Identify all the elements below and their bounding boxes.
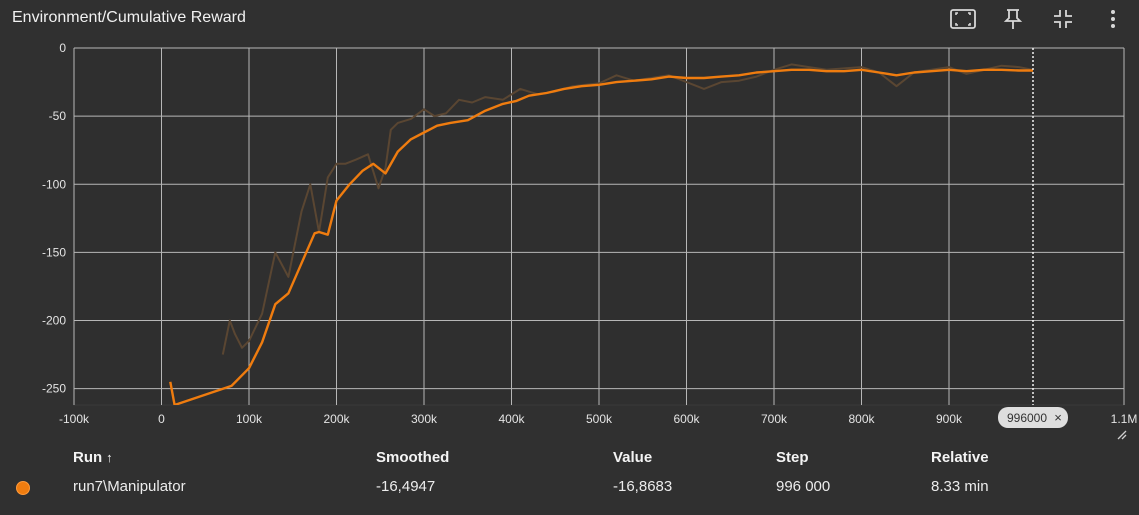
x-tick-label: 500k <box>586 412 613 426</box>
smoothed-series-line <box>169 68 1033 405</box>
chart-title: Environment/Cumulative Reward <box>12 9 246 26</box>
column-header-value[interactable]: Value <box>613 449 653 466</box>
chart-toolbar <box>945 5 1131 33</box>
x-tick-label: 600k <box>673 412 700 426</box>
y-tick-label: -100 <box>42 177 66 191</box>
line-chart[interactable]: 0 -50 -100 -150 -200 -250 -100k 0 100k 200k 300k 4… <box>0 0 1139 440</box>
x-tick-label: 0 <box>158 412 165 426</box>
x-tick-label: 1.1M <box>1111 412 1138 426</box>
cursor-close-icon[interactable]: × <box>1054 410 1062 425</box>
column-header-relative[interactable]: Relative <box>931 449 989 466</box>
more-options-button[interactable] <box>1095 5 1131 33</box>
series-lines <box>169 63 1034 405</box>
resize-handle-icon[interactable] <box>1115 428 1127 440</box>
column-header-run[interactable]: Run ↑ <box>73 449 113 466</box>
y-tick-label: -50 <box>49 109 67 123</box>
column-header-run-label: Run <box>73 449 103 466</box>
more-vert-icon <box>1111 10 1115 28</box>
column-header-step[interactable]: Step <box>776 449 809 466</box>
fit-domain-button[interactable] <box>945 5 981 33</box>
step-value: 996 000 <box>776 478 831 495</box>
x-tick-label: 300k <box>411 412 438 426</box>
x-axis-labels: -100k 0 100k 200k 300k 400k 500k 600k 700k 800k 90… <box>59 412 1137 426</box>
table-row: run7\Manipulator -16,4947 -16,8683 996 0… <box>0 476 1139 498</box>
raw-series-line <box>221 63 1034 355</box>
run-color-dot <box>16 481 30 495</box>
pin-button[interactable] <box>995 5 1031 33</box>
y-tick-label: -150 <box>42 245 66 259</box>
x-tick-label: 700k <box>761 412 788 426</box>
y-tick-label: -200 <box>42 314 66 328</box>
smoothed-value: -16,4947 <box>376 478 436 495</box>
table-header: Run ↑ Smoothed Value Step Relative <box>0 447 1139 469</box>
pin-icon <box>1003 9 1023 29</box>
x-tick-label: 400k <box>498 412 525 426</box>
y-tick-label: 0 <box>59 41 66 55</box>
grid-lines <box>73 47 1125 405</box>
raw-value: -16,8683 <box>613 478 673 495</box>
fit-domain-icon <box>950 9 976 29</box>
step-cursor[interactable]: 996000 × <box>998 48 1068 428</box>
collapse-button[interactable] <box>1045 5 1081 33</box>
x-tick-label: 800k <box>848 412 875 426</box>
y-axis-labels: 0 -50 -100 -150 -200 -250 <box>42 41 66 396</box>
sort-ascending-icon: ↑ <box>106 450 113 465</box>
x-tick-label: 100k <box>236 412 263 426</box>
cursor-chip[interactable] <box>998 407 1068 428</box>
collapse-icon <box>1054 10 1072 28</box>
y-tick-label: -250 <box>42 382 66 396</box>
x-tick-label: -100k <box>59 412 90 426</box>
column-header-smoothed[interactable]: Smoothed <box>376 449 450 466</box>
x-tick-label: 200k <box>323 412 350 426</box>
relative-time: 8.33 min <box>931 478 989 495</box>
cursor-step-label: 996000 <box>1007 411 1047 425</box>
run-name: run7\Manipulator <box>73 478 186 495</box>
x-tick-label: 900k <box>936 412 963 426</box>
